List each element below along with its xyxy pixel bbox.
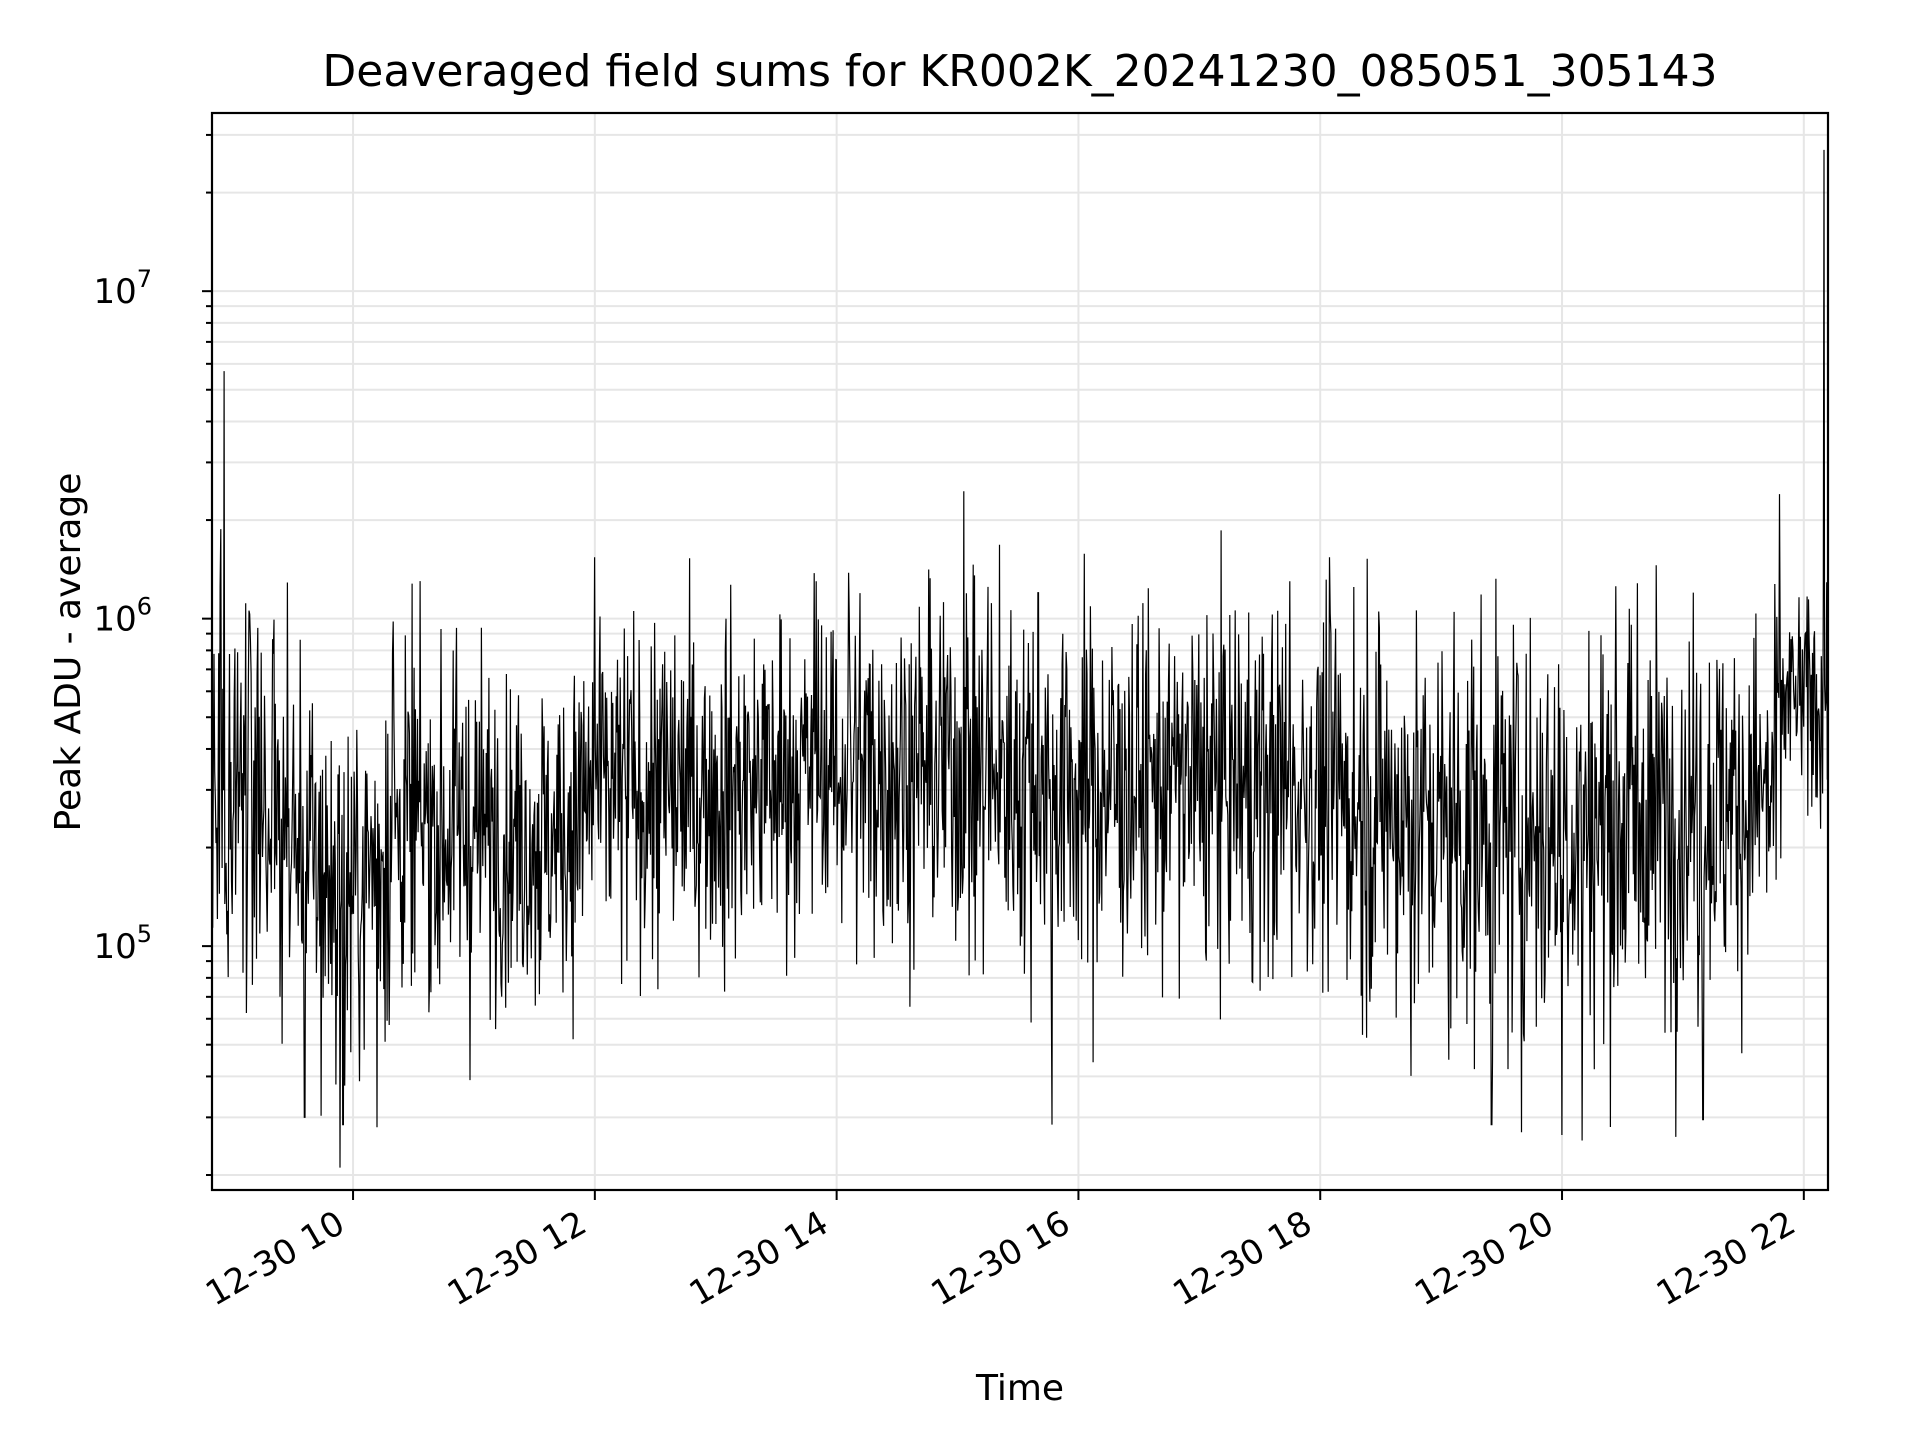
x-tick-label: 12-30 10 — [199, 1203, 351, 1314]
x-axis-label: Time — [975, 1368, 1064, 1409]
series-layer — [212, 149, 1828, 1168]
y-tick-label: 106 — [93, 593, 152, 640]
y-tick-label: 107 — [93, 265, 152, 312]
x-tick-label: 12-30 18 — [1166, 1203, 1318, 1314]
y-axis-label: Peak ADU - average — [48, 473, 89, 832]
x-tick-label: 12-30 16 — [925, 1203, 1077, 1314]
x-tick-label: 12-30 14 — [683, 1203, 835, 1314]
x-tick-label: 12-30 22 — [1650, 1203, 1802, 1314]
plot-frame — [210, 111, 1830, 1192]
x-tick-label: 12-30 20 — [1408, 1203, 1560, 1314]
y-tick-label: 105 — [93, 920, 152, 967]
series-line — [212, 149, 1828, 1168]
x-tick-label: 12-30 12 — [441, 1203, 593, 1314]
grid-layer — [212, 113, 1828, 1190]
chart-title: Deaveraged field sums for KR002K_2024123… — [322, 46, 1717, 97]
